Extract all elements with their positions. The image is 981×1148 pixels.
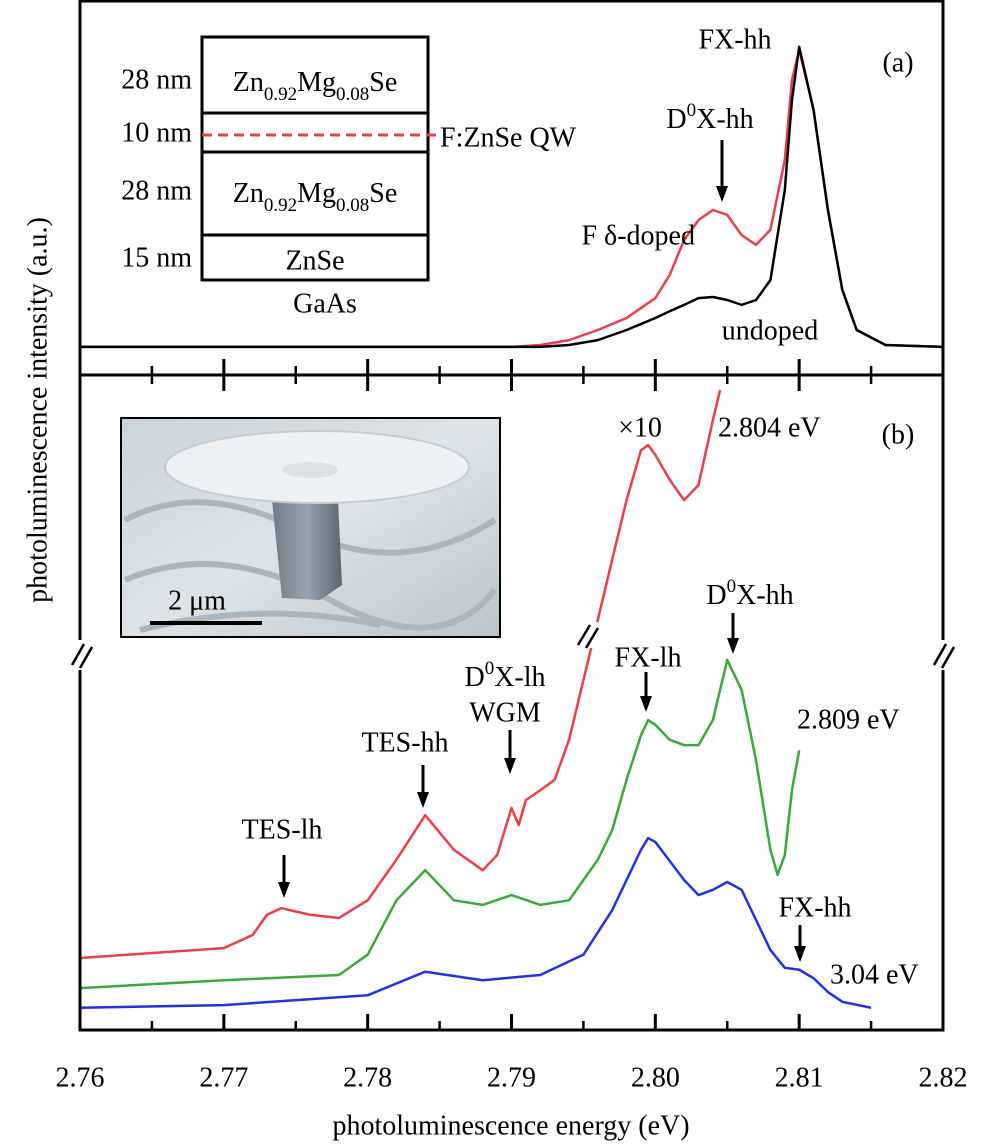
axis-breaks — [70, 622, 956, 670]
script-text: 0.08 — [336, 195, 369, 216]
break-mark — [932, 643, 948, 666]
script-text: 0.08 — [336, 84, 369, 105]
annotation: (a) — [882, 47, 913, 78]
x-tick-label: 2.78 — [343, 1062, 392, 1093]
label-part: X-lh — [494, 662, 545, 693]
arrow-head — [640, 696, 652, 712]
series-label: undoped — [722, 315, 818, 346]
annotation: D0X-hh — [666, 100, 753, 136]
layer-material: Zn0.92Mg0.08Se — [233, 178, 398, 215]
annotation: (b) — [882, 419, 915, 450]
label-part: X-hh — [696, 104, 754, 135]
annotation: D0X-lh — [464, 658, 545, 694]
label-part: D — [464, 662, 484, 693]
x-tick-label: 2.77 — [199, 1062, 248, 1093]
script-text: 0.92 — [264, 195, 297, 216]
label-part: D — [706, 580, 726, 611]
arrow-head — [504, 758, 516, 774]
substrate-label: GaAs — [293, 288, 357, 319]
layer-thickness: 15 nm — [121, 242, 192, 273]
spectrum-line — [79, 389, 722, 960]
label-part: X-hh — [736, 580, 794, 611]
layer-stack — [200, 35, 440, 282]
arrow-head — [727, 638, 739, 654]
spectrum-line — [79, 836, 872, 1009]
label-part: Zn — [233, 67, 264, 98]
break-gap — [932, 640, 954, 670]
scale-bar-label: 2 μm — [168, 585, 226, 616]
label-part: Se — [369, 67, 397, 98]
break-gap — [70, 640, 92, 670]
script-text: 0 — [727, 576, 737, 597]
series-label: 2.804 eV — [718, 412, 821, 443]
break-mark — [940, 646, 956, 669]
annotation: TES-lh — [242, 814, 323, 845]
script-text: 0 — [485, 658, 495, 679]
annotation: FX-lh — [615, 642, 682, 673]
layer-thickness: 28 nm — [121, 175, 192, 206]
layer-thickness: 28 nm — [121, 64, 192, 95]
layer-material: ZnSe — [285, 245, 344, 276]
script-text: 0 — [687, 100, 697, 121]
annotation: TES-hh — [361, 727, 448, 758]
annotation: D0X-hh — [706, 576, 793, 612]
label-part: Mg — [297, 178, 336, 209]
label-part: Zn — [233, 178, 264, 209]
x-axis-label: photoluminescence energy (eV) — [332, 1110, 689, 1141]
label-part: Se — [369, 178, 397, 209]
arrow-head — [417, 792, 429, 808]
x-tick-label: 2.81 — [775, 1062, 824, 1093]
spectrum-line — [79, 658, 801, 990]
break-mark — [70, 643, 86, 666]
disk-center — [282, 462, 338, 478]
series-label: F δ-doped — [581, 220, 695, 251]
label-part: D — [666, 104, 686, 135]
stack-frame — [200, 35, 430, 282]
arrow-head — [794, 946, 806, 962]
x-tick-label: 2.82 — [919, 1062, 968, 1093]
x-tick-label: 2.76 — [56, 1062, 105, 1093]
series-label: 2.809 eV — [797, 704, 900, 735]
break-mark — [78, 646, 94, 669]
series-label: 3.04 eV — [830, 959, 919, 990]
spectrum-line — [80, 45, 944, 349]
annotation: FX-hh — [698, 24, 771, 55]
break-mark — [584, 627, 600, 649]
script-text: 0.92 — [264, 84, 297, 105]
layer-material: Zn0.92Mg0.08Se — [233, 67, 398, 104]
layer-material: F:ZnSe QW — [440, 122, 577, 153]
pillar — [272, 500, 342, 600]
label-part: Mg — [297, 67, 336, 98]
annotation: WGM — [469, 697, 541, 728]
x-tick-label: 2.80 — [631, 1062, 680, 1093]
labels: 2.76 2.77 2.78 2.79 2.80 2.81 2.82 photolumines… — [22, 24, 967, 1141]
break-gap — [578, 622, 598, 648]
y-axis-label: photoluminescence intensity (a.u.) — [22, 217, 53, 603]
x-tick-label: 2.79 — [487, 1062, 536, 1093]
break-mark — [576, 624, 592, 646]
arrow-head — [716, 186, 728, 202]
annotation: FX-hh — [778, 892, 851, 923]
plot-area — [78, 0, 945, 1032]
arrow-head — [278, 882, 290, 898]
sem-inset — [120, 417, 501, 638]
annotation: ×10 — [618, 412, 662, 443]
layer-thickness: 10 nm — [121, 117, 192, 148]
